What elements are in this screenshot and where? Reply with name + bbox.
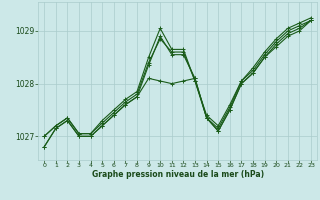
X-axis label: Graphe pression niveau de la mer (hPa): Graphe pression niveau de la mer (hPa) xyxy=(92,170,264,179)
